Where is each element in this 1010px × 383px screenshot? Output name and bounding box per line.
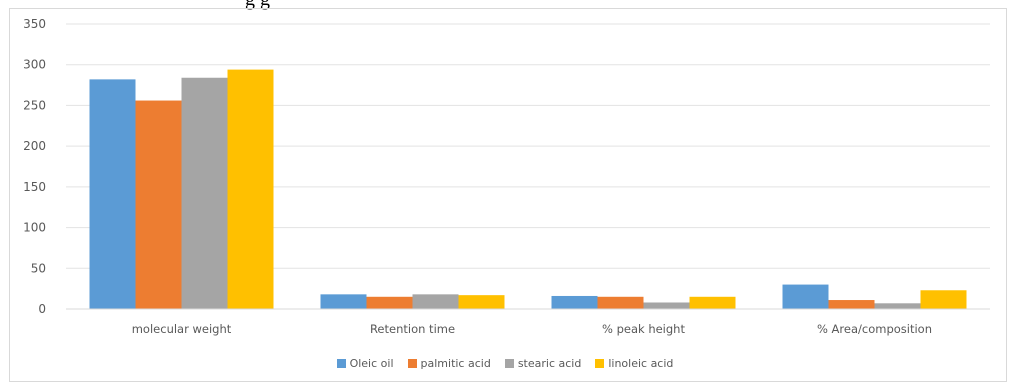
y-tick-label: 50 xyxy=(31,261,46,275)
legend-swatch xyxy=(595,359,605,368)
bar xyxy=(782,284,829,309)
y-tick-label: 350 xyxy=(23,17,46,31)
bar xyxy=(597,296,644,309)
clipped-caption-fragment: g g xyxy=(245,0,270,11)
legend: Oleic oil palmitic acid stearic acid linole… xyxy=(0,357,1010,370)
legend-swatch xyxy=(336,359,346,368)
bar xyxy=(320,294,367,309)
y-tick-label: 100 xyxy=(23,221,46,235)
y-tick-label: 150 xyxy=(23,180,46,194)
bar xyxy=(874,303,921,309)
x-tick-label: % peak height xyxy=(602,322,685,336)
bar xyxy=(458,295,505,309)
bar xyxy=(227,69,274,309)
legend-item: linoleic acid xyxy=(595,357,673,370)
chart-area xyxy=(9,8,1007,382)
legend-item: Oleic oil xyxy=(336,357,394,370)
legend-label: Oleic oil xyxy=(349,357,394,370)
legend-label: linoleic acid xyxy=(608,357,674,370)
y-tick-label: 0 xyxy=(38,302,46,316)
legend-label: stearic acid xyxy=(517,357,582,370)
gridlines xyxy=(66,23,990,269)
bar xyxy=(181,77,228,309)
bar xyxy=(135,100,182,310)
bar xyxy=(643,302,690,309)
legend-swatch xyxy=(504,359,514,368)
legend-label: palmitic acid xyxy=(420,357,491,370)
y-tick-label: 300 xyxy=(23,58,46,72)
bar xyxy=(366,296,413,309)
y-tick-label: 200 xyxy=(23,139,46,153)
legend-swatch xyxy=(407,359,417,368)
bar xyxy=(828,300,875,309)
x-tick-label: molecular weight xyxy=(132,322,232,336)
bar xyxy=(412,294,459,309)
bar xyxy=(920,290,967,309)
legend-item: palmitic acid xyxy=(407,357,491,370)
bar xyxy=(89,79,136,309)
x-axis-labels: molecular weight Retention time % peak hei… xyxy=(132,322,932,336)
y-tick-label: 250 xyxy=(23,98,46,112)
bar xyxy=(551,295,598,309)
x-tick-label: % Area/composition xyxy=(817,322,932,336)
legend-item: stearic acid xyxy=(504,357,582,370)
x-tick-label: Retention time xyxy=(370,322,455,336)
y-axis-ticks: 0 50 100 150 200 250 300 350 xyxy=(23,17,46,316)
bars xyxy=(89,69,967,310)
bar xyxy=(689,296,736,309)
